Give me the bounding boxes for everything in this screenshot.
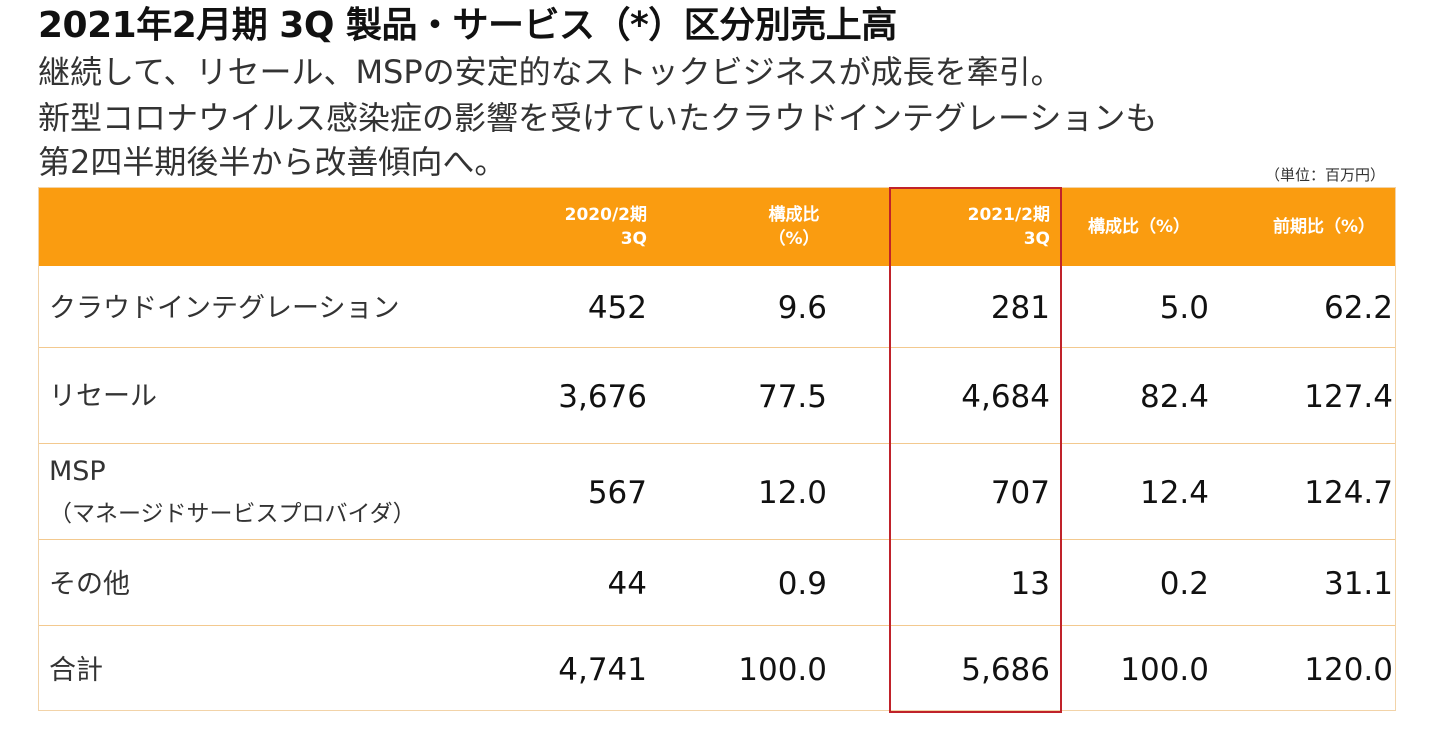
subtitle-line-2: 新型コロナウイルス感染症の影響を受けていたクラウドインテグレーションも xyxy=(38,99,1158,137)
value-yoy: 31.1 xyxy=(1323,566,1393,602)
header-fy2020-line1: 2020/2期 xyxy=(564,205,647,225)
row-label: その他 xyxy=(49,569,130,600)
header-yoy: 前期比（%） xyxy=(1273,188,1375,266)
value-ratio-2020: 100.0 xyxy=(738,652,827,688)
unit-note: （単位：百万円） xyxy=(1264,166,1385,184)
value-fy2020: 452 xyxy=(587,290,647,326)
value-ratio-2021: 5.0 xyxy=(1159,290,1209,326)
table-header: 2020/2期 3Q 構成比 （%） 2021/2期 3Q 構成比（%） 前期比… xyxy=(39,188,1395,266)
value-fy2021: 13 xyxy=(1010,566,1050,602)
header-fy2020-3q: 2020/2期 3Q xyxy=(565,188,647,266)
value-ratio-2021: 100.0 xyxy=(1120,652,1209,688)
value-ratio-2020: 0.9 xyxy=(777,566,827,602)
value-yoy: 127.4 xyxy=(1304,379,1393,415)
value-yoy: 120.0 xyxy=(1304,652,1393,688)
value-fy2020: 3,676 xyxy=(558,379,647,415)
header-ratio-2020-line1: 構成比 xyxy=(768,205,820,225)
value-ratio-2020: 77.5 xyxy=(757,379,827,415)
value-fy2021: 4,684 xyxy=(961,379,1050,415)
sales-table: 2020/2期 3Q 構成比 （%） 2021/2期 3Q 構成比（%） 前期比… xyxy=(38,187,1396,711)
value-fy2020: 44 xyxy=(607,566,647,602)
header-ratio-2020: 構成比 （%） xyxy=(749,188,839,266)
table-row: MSP （マネージドサービスプロバイダ） 567 12.0 707 12.4 1… xyxy=(39,443,1395,540)
table-row: 合計 4,741 100.0 5,686 100.0 120.0 xyxy=(39,625,1395,712)
row-sublabel: （マネージドサービスプロバイダ） xyxy=(49,501,416,527)
row-label: 合計 xyxy=(49,655,103,686)
header-ratio-2021: 構成比（%） xyxy=(1088,188,1190,266)
table-row: クラウドインテグレーション 452 9.6 281 5.0 62.2 xyxy=(39,266,1395,348)
value-ratio-2021: 0.2 xyxy=(1159,566,1209,602)
value-fy2020: 567 xyxy=(587,475,647,511)
header-ratio-2021-label: 構成比（%） xyxy=(1087,217,1190,237)
header-fy2021-line2: 3Q xyxy=(1023,229,1050,249)
value-ratio-2020: 9.6 xyxy=(777,290,827,326)
value-fy2021: 281 xyxy=(990,290,1050,326)
value-fy2021: 707 xyxy=(990,475,1050,511)
subtitle-line-3: 第2四半期後半から改善傾向へ。 xyxy=(38,143,507,181)
value-fy2020: 4,741 xyxy=(558,652,647,688)
value-fy2021: 5,686 xyxy=(961,652,1050,688)
table-row: リセール 3,676 77.5 4,684 82.4 127.4 xyxy=(39,347,1395,444)
row-label: クラウドインテグレーション xyxy=(49,293,400,324)
subtitle-line-1: 継続して、リセール、MSPの安定的なストックビジネスが成長を牽引。 xyxy=(38,53,1063,91)
header-fy2020-line2: 3Q xyxy=(620,229,647,249)
value-ratio-2021: 12.4 xyxy=(1139,475,1209,511)
page-title: 2021年2月期 3Q 製品・サービス（*）区分別売上高 xyxy=(38,5,897,46)
row-label: リセール xyxy=(49,381,157,412)
header-fy2021-line1: 2021/2期 xyxy=(967,205,1050,225)
table-row: その他 44 0.9 13 0.2 31.1 xyxy=(39,539,1395,626)
header-ratio-2020-line2: （%） xyxy=(768,229,820,249)
value-ratio-2020: 12.0 xyxy=(757,475,827,511)
header-fy2021-3q: 2021/2期 3Q xyxy=(968,188,1050,266)
value-yoy: 62.2 xyxy=(1323,290,1393,326)
header-yoy-label: 前期比（%） xyxy=(1272,217,1375,237)
row-label: MSP xyxy=(49,456,106,487)
value-yoy: 124.7 xyxy=(1304,475,1393,511)
value-ratio-2021: 82.4 xyxy=(1139,379,1209,415)
